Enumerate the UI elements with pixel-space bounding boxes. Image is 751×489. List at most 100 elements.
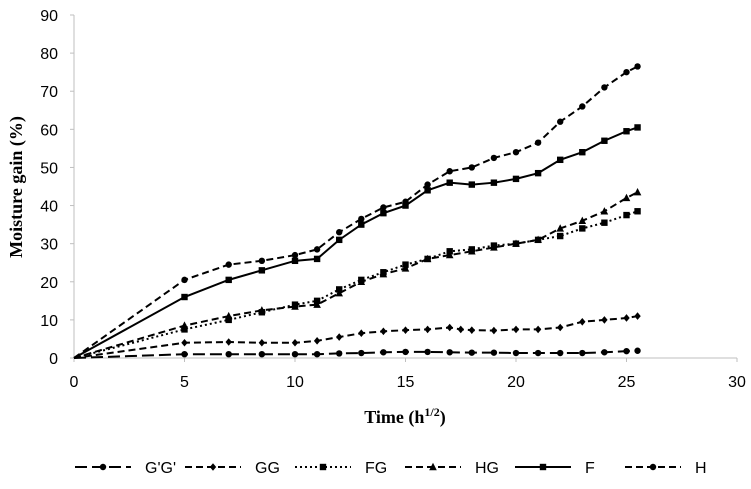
legend-label: FG [365, 460, 387, 477]
y-tick-label: 90 [40, 8, 58, 25]
legend-swatch-marker [209, 463, 217, 471]
series-gg-point [291, 350, 299, 358]
legend: G'G' GG FG HG F H [75, 460, 707, 477]
series-gg-point [534, 325, 542, 334]
legend-swatch-marker [319, 463, 327, 471]
legend-item-hg: HG [405, 460, 499, 477]
series-f-point [313, 255, 321, 263]
x-axis-title: Time (h1/2) [364, 405, 446, 428]
series-f-point [336, 236, 343, 244]
legend-swatch-marker [649, 463, 657, 471]
series-f-point [490, 179, 498, 186]
series-f-point [181, 293, 188, 301]
series-gg-point [402, 348, 409, 356]
legend-label: GG [255, 460, 280, 477]
series-h-point [634, 63, 641, 70]
x-tick-label: 20 [507, 374, 525, 391]
x-tick-label: 25 [618, 374, 636, 391]
legend-swatch-marker [99, 463, 107, 471]
series-f-point [468, 181, 475, 188]
series-h-point [313, 246, 321, 253]
series-gg-point [225, 350, 232, 358]
series-gg-point [579, 317, 586, 326]
series-gg-line [73, 315, 638, 359]
series-gg-point [225, 338, 232, 346]
series-fg-point [225, 316, 232, 324]
series-h-point [468, 164, 475, 171]
series-f-point [579, 149, 586, 156]
series-gg-point [181, 350, 188, 358]
series-hg-point [578, 216, 587, 224]
series-hg-point [335, 289, 343, 297]
series-h-point [380, 204, 387, 211]
series-gg [73, 312, 641, 359]
x-axis-ticks: 0 5 10 15 20 25 30 [70, 358, 746, 391]
series-gg-point [291, 338, 299, 347]
series-f-point [634, 124, 641, 131]
series-gg-point [468, 326, 475, 334]
x-tick-label: 15 [397, 374, 415, 391]
series-gg-point [336, 350, 343, 357]
legend-label: H [695, 460, 707, 477]
series-f-point [424, 187, 431, 194]
y-tick-label: 0 [49, 351, 58, 368]
series-f-point [512, 175, 520, 183]
series-gg-point [424, 325, 431, 334]
series-f-point [291, 257, 299, 265]
series-h-point [258, 257, 266, 265]
legend-item-h: H [625, 460, 707, 477]
y-tick-label: 30 [40, 237, 58, 254]
y-tick-label: 80 [40, 46, 58, 63]
series-f-point [623, 128, 630, 135]
series-gg-point [313, 350, 321, 358]
series-h-point [424, 181, 431, 188]
series-gg-point [380, 349, 387, 356]
series-hg-point [180, 321, 189, 329]
series-gg-point [512, 349, 520, 357]
series-hg-point [512, 239, 520, 247]
series-gg-point [490, 349, 498, 356]
series-gg-point [446, 323, 453, 332]
series-gg-point [336, 333, 343, 341]
legend-swatch-marker [539, 463, 547, 471]
series-hg-point [313, 300, 321, 308]
series-gg-point [313, 337, 321, 345]
series-gg-point [623, 347, 630, 355]
x-tick-label: 10 [286, 374, 304, 391]
series-hg-point [224, 311, 233, 320]
series-h-point [490, 154, 498, 162]
series-fg-point [623, 211, 630, 219]
series-gg-point [258, 350, 266, 358]
series-gg-point [358, 349, 365, 357]
series-h-point [512, 149, 520, 156]
y-axis-title: Moisture gain (%) [6, 116, 27, 258]
series-h-point [446, 168, 453, 175]
series-hg [73, 188, 642, 359]
series-hg-point [379, 269, 388, 278]
series-gg-point [534, 349, 542, 357]
series-h-point [601, 84, 608, 91]
series-h-point [291, 251, 299, 259]
series-hg-point [468, 247, 476, 255]
x-tick-label: 30 [728, 374, 746, 391]
series-gg-line [73, 349, 638, 359]
x-tick-label: 5 [180, 374, 189, 391]
series-h-point [402, 198, 409, 205]
series-h-point [358, 215, 365, 223]
y-tick-label: 60 [40, 122, 58, 139]
series-hg-point [423, 254, 432, 263]
series-gg-point [468, 349, 475, 356]
legend-item-fg: FG [295, 460, 387, 477]
series-f-point [402, 202, 409, 209]
series-hg-point [534, 235, 542, 244]
series-gg-point [402, 326, 409, 334]
series-hg-point [490, 243, 498, 251]
series-hg-point [445, 250, 454, 259]
series-f-point [380, 209, 387, 217]
series-hg-point [556, 224, 564, 232]
y-tick-label: 50 [40, 160, 58, 177]
series-f-point [358, 221, 365, 228]
legend-label: HG [475, 460, 499, 477]
series-h-point [579, 103, 586, 110]
